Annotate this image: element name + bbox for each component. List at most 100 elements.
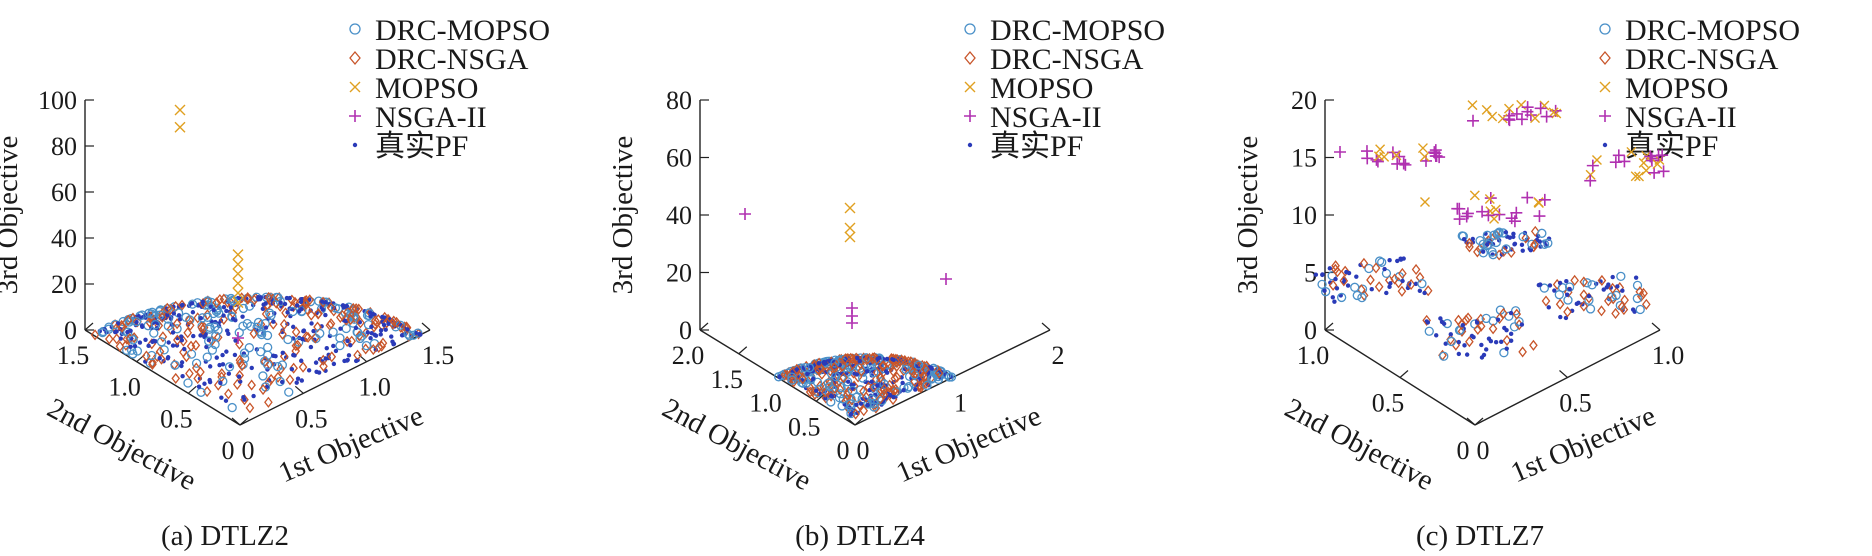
pf-point [854,402,859,407]
x-tick [1559,370,1568,378]
pf-point [353,325,359,331]
pf-point [823,396,828,401]
drc-mopso-point [1554,290,1564,300]
pf-point [1537,239,1542,244]
panel-caption: (c) DTLZ7 [1416,520,1544,552]
pf-point [1425,320,1431,325]
nsga-ii-point [1429,147,1442,160]
y-tick-label: 0 [837,436,850,465]
y-tick-label: 1.0 [108,373,141,402]
drc-nsga-point [1374,281,1384,293]
pf-point [327,333,333,339]
drc-mopso-point [1417,279,1427,289]
pf-point [875,383,880,388]
drc-mopso-point [1616,271,1626,282]
drc-mopso-point [122,345,132,355]
drc-nsga-point [191,362,201,374]
pf-point [1470,236,1476,242]
drc-mopso-point [1511,306,1521,316]
pf-point [1493,339,1499,345]
mopso-point [844,222,856,234]
drc-mopso-point [1527,239,1537,249]
drc-nsga-point [1611,307,1620,320]
drc-mopso-point [335,333,345,343]
pf-point [1382,266,1387,272]
drc-nsga-point [1506,246,1516,259]
z-tick-label: 0 [1304,316,1317,345]
pf-point [1384,290,1389,296]
legend-marker [964,23,976,35]
drc-nsga-point [847,394,857,406]
nsga-ii-point [940,273,952,285]
drc-mopso-point [1327,271,1337,281]
drc-nsga-point [260,356,270,368]
drc-nsga-point [1339,275,1349,287]
drc-mopso-point [1539,283,1549,293]
drc-mopso-point [1632,293,1642,304]
nsga-ii-point [1451,202,1464,215]
drc-nsga-point [1563,306,1572,318]
z-tick-label: 80 [666,86,692,115]
pf-point [1320,272,1325,277]
pf-point [900,380,905,386]
drc-nsga-point [166,303,176,315]
pf-point [301,328,307,333]
drc-mopso-point [869,402,879,412]
pf-point [865,402,870,408]
y-tick-label: 0.5 [788,412,821,441]
drc-nsga-point [146,311,156,323]
drc-nsga-point [172,318,182,330]
drc-nsga-point [1464,237,1474,249]
drc-mopso-point [128,335,138,345]
pf-point [226,371,232,376]
drc-mopso-point [804,363,815,373]
pf-point [777,374,782,380]
drc-nsga-point [1642,298,1651,310]
z-tick-label: 10 [1291,201,1317,230]
pf-point [1354,274,1359,279]
drc-nsga-point [346,313,356,326]
pf-point [1480,249,1486,254]
drc-nsga-point [1331,263,1340,275]
pf-point [238,379,243,384]
drc-nsga-point [1473,323,1483,335]
pf-point [1439,319,1445,325]
drc-nsga-point [1488,323,1498,335]
drc-nsga-point [1529,339,1538,351]
drc-nsga-point [1422,314,1431,326]
pf-point [177,317,183,322]
pf-point [298,299,304,305]
drc-nsga-point [117,321,127,333]
drc-mopso-point [1587,280,1597,290]
drc-nsga-point [370,315,380,327]
x-tick [294,385,304,394]
pf-point [263,325,269,330]
drc-mopso-point [118,316,128,327]
drc-nsga-point [899,364,908,377]
drc-nsga-point [289,362,298,374]
z-tick-label: 20 [51,270,77,299]
drc-nsga-point [921,363,930,375]
drc-nsga-point [90,329,100,341]
pf-point [251,393,256,399]
drc-mopso-point [869,367,879,378]
pf-point [294,303,300,308]
pf-point [300,336,305,342]
drc-nsga-point [917,378,927,391]
drc-nsga-point [185,319,195,331]
drc-nsga-point [291,326,301,338]
pf-point [1610,274,1615,280]
drc-nsga-point [382,317,392,329]
pf-point [1508,331,1514,337]
drc-nsga-point [247,379,256,391]
pf-point [342,358,347,364]
drc-nsga-point [185,314,194,326]
z-tick-label: 40 [666,201,692,230]
pf-point [180,302,185,308]
pf-point [805,371,810,377]
drc-nsga-point [848,353,857,365]
pf-point [891,357,896,363]
mopso-point [1420,197,1430,207]
drc-mopso-point [851,392,862,403]
drc-nsga-point [378,337,388,349]
